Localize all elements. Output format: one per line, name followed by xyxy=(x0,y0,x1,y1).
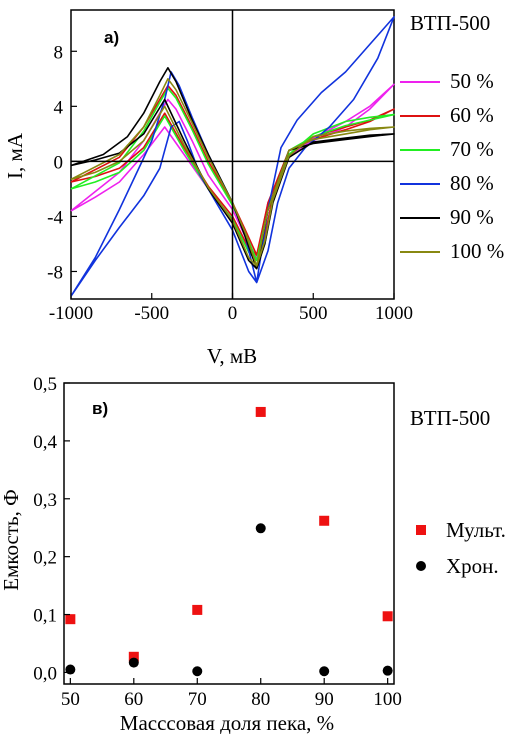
panel-b-y-tick-label: 0,4 xyxy=(33,432,57,453)
legend-label-6: 100 % xyxy=(450,239,504,263)
panel-a-cv-chart: -1000 -500 0 500 1000 -8 -4 0 4 8 a) ВТП-500 V, … xyxy=(3,9,504,368)
point-khron-60 xyxy=(128,657,139,668)
panel-a-y-axis-label: I, мА xyxy=(3,132,27,179)
panel-b-x-tick-label: 100 xyxy=(373,689,402,710)
panel-a-x-tick-label: -1000 xyxy=(49,303,93,324)
panel-a-y-tick-label: 8 xyxy=(54,42,64,63)
panel-a-x-tick-label: 1000 xyxy=(375,303,413,324)
panel-b-y-tick-label: 0,1 xyxy=(33,606,57,627)
panel-b-title: ВТП-500 xyxy=(410,406,490,430)
panel-b-x-tick-label: 60 xyxy=(124,689,143,710)
panel-a-x-tick-label: 500 xyxy=(299,303,328,324)
point-mult-80 xyxy=(255,406,266,417)
panel-b-letter: в) xyxy=(92,399,108,418)
panel-b-x-tick-label: 70 xyxy=(188,689,207,710)
legend-marker-mult xyxy=(416,525,426,535)
cv-curve-1 xyxy=(70,83,395,259)
panel-a-y-tick-label: -8 xyxy=(47,262,63,283)
panel-a-x-tick-label: 0 xyxy=(228,303,238,324)
panel-b-x-tick-label: 90 xyxy=(315,689,334,710)
point-mult-60 xyxy=(128,651,139,662)
legend-label-3: 70 % xyxy=(450,137,494,161)
panel-a-y-tick-label: 0 xyxy=(54,152,64,173)
panel-a-y-tick-label: 4 xyxy=(54,97,64,118)
point-mult-50 xyxy=(65,614,76,625)
point-mult-100 xyxy=(382,611,393,622)
point-khron-50 xyxy=(65,664,76,675)
panel-a-x-tick-label: -500 xyxy=(134,303,169,324)
panel-a-x-ticks: -1000 -500 0 500 1000 xyxy=(49,293,413,324)
panel-b-legend-label-1: Мульт. xyxy=(446,518,506,542)
panel-b-y-tick-label: 0,5 xyxy=(33,374,57,395)
panel-b-legend: Мульт. Хрон. xyxy=(416,518,506,578)
panel-b-x-ticks: 50 60 70 80 90 100 xyxy=(61,678,402,710)
panel-b-x-tick-label: 80 xyxy=(251,689,270,710)
panel-b-y-tick-label: 0,3 xyxy=(33,490,57,511)
legend-label-2: 60 % xyxy=(450,103,494,127)
cv-curve-3 xyxy=(70,87,395,262)
point-khron-90 xyxy=(319,666,330,677)
point-khron-100 xyxy=(382,665,393,676)
point-mult-90 xyxy=(319,515,330,526)
panel-a-letter: a) xyxy=(104,28,119,47)
legend-marker-khron xyxy=(416,561,426,571)
panel-b-legend-label-2: Хрон. xyxy=(446,554,499,578)
panel-b-capacitance-chart: 50 60 70 80 90 100 0,0 0,1 0,2 0,3 0,4 0,5 в) ВТП-… xyxy=(0,374,506,735)
point-khron-70 xyxy=(192,666,203,677)
panel-b-y-axis-label: Емкость, Ф xyxy=(0,489,23,590)
panel-a-x-axis-label: V, мВ xyxy=(207,344,257,368)
panel-a-legend: 50 % 60 % 70 % 80 % 90 % 100 % xyxy=(400,69,504,263)
legend-label-5: 90 % xyxy=(450,205,494,229)
panel-a-y-tick-label: -4 xyxy=(47,207,63,228)
point-khron-80 xyxy=(255,523,266,534)
panel-a-title: ВТП-500 xyxy=(410,11,490,35)
panel-b-y-tick-label: 0,0 xyxy=(33,663,57,684)
panel-b-x-axis-label: Масcсовая доля пека, % xyxy=(120,711,334,735)
cv-curve-6 xyxy=(70,78,395,267)
panel-b-y-ticks: 0,0 0,1 0,2 0,3 0,4 0,5 xyxy=(33,374,70,684)
panel-b-x-tick-label: 50 xyxy=(61,689,80,710)
legend-label-1: 50 % xyxy=(450,69,494,93)
panel-b-y-tick-label: 0,2 xyxy=(33,548,57,569)
panel-b-plot-frame xyxy=(63,382,395,685)
legend-label-4: 80 % xyxy=(450,171,494,195)
panel-a-curves xyxy=(70,16,395,297)
panel-b-points xyxy=(65,406,393,677)
panel-a-y-ticks: -8 -4 0 4 8 xyxy=(47,42,77,283)
point-mult-70 xyxy=(192,604,203,615)
